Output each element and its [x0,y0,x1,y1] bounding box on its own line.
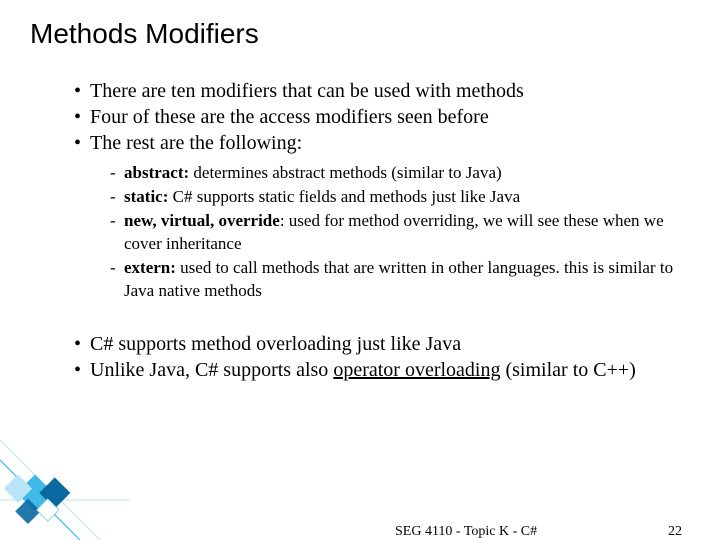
bullet-item: There are ten modifiers that can be used… [74,78,690,104]
bullet-item: Four of these are the access modifiers s… [74,104,690,130]
slide: Methods Modifiers There are ten modifier… [0,0,720,540]
sub-bullet-item: static: C# supports static fields and me… [110,186,690,209]
sub-bullet-list: abstract: determines abstract methods (s… [74,162,690,303]
bullet-prefix: Unlike Java, C# supports also [90,359,333,381]
bullet-item: The rest are the following: [74,130,690,156]
page-number: 22 [668,524,682,540]
sub-text: determines abstract methods (similar to … [189,163,502,182]
bullet-item: Unlike Java, C# supports also operator o… [74,357,690,383]
bullet-underlined: operator overloading [333,359,500,381]
sub-label: extern: [124,258,176,277]
sub-bullet-item: abstract: determines abstract methods (s… [110,162,690,185]
sub-bullet-item: new, virtual, override: used for method … [110,210,690,256]
sub-label: abstract: [124,163,189,182]
footer-text: SEG 4110 - Topic K - C# [395,524,537,540]
sub-bullet-item: extern: used to call methods that are wr… [110,257,690,303]
sub-label: new, virtual, override [124,211,280,230]
content-area: There are ten modifiers that can be used… [30,78,690,383]
bullet-item: C# supports method overloading just like… [74,331,690,357]
sub-text: used to call methods that are written in… [124,258,673,300]
sub-label: static: [124,187,168,206]
bullet-list-top: There are ten modifiers that can be used… [74,78,690,156]
sub-text: C# supports static fields and methods ju… [168,187,520,206]
slide-title: Methods Modifiers [30,18,690,50]
bullet-suffix: (similar to C++) [500,359,635,381]
bullet-list-bottom: C# supports method overloading just like… [74,331,690,383]
spacer [74,313,690,331]
corner-decoration-icon [0,400,140,540]
